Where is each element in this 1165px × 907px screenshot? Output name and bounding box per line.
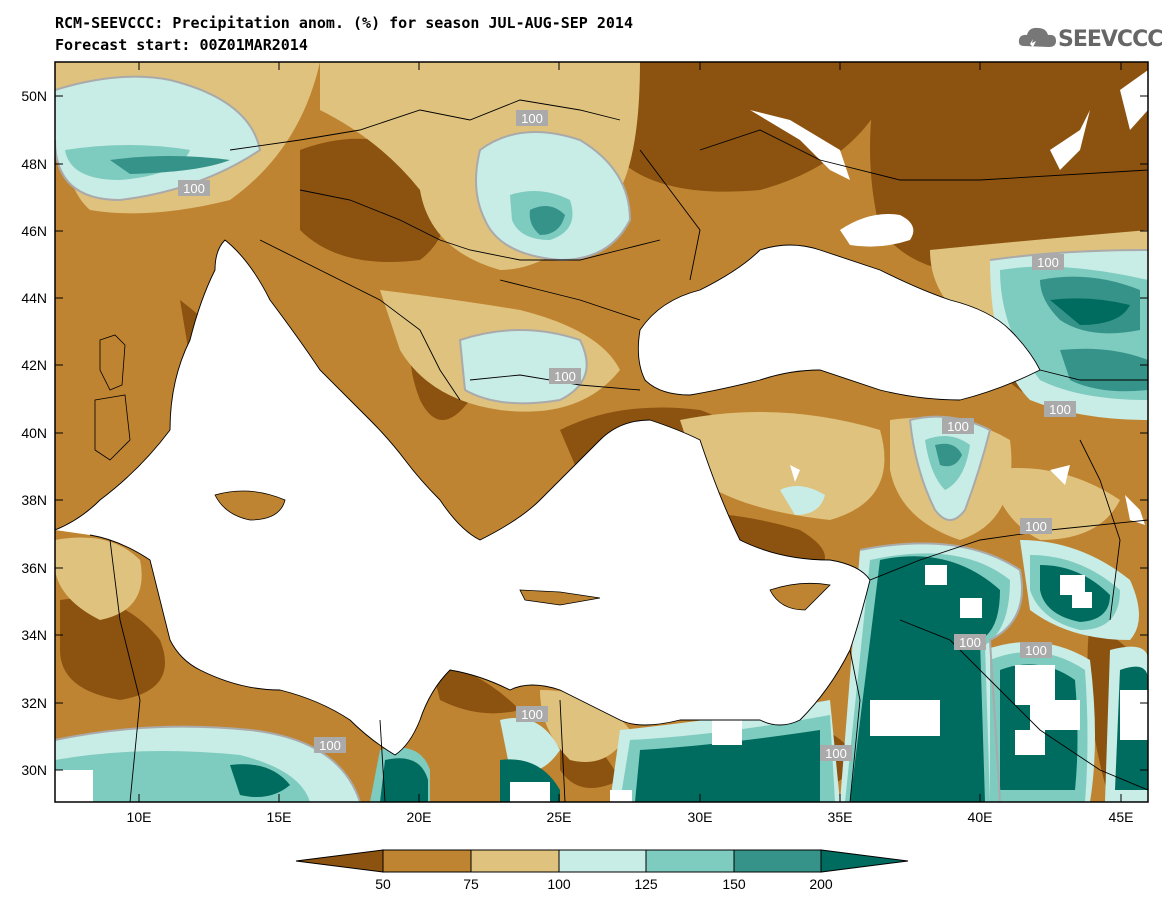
colorbar-label: 150 bbox=[722, 876, 746, 892]
contour-label: 100 bbox=[521, 111, 543, 126]
lat-label: 32N bbox=[21, 695, 47, 711]
longitude-axis bbox=[138, 62, 1122, 802]
lat-label: 38N bbox=[21, 492, 47, 508]
colorbar bbox=[295, 849, 909, 873]
lat-label: 48N bbox=[21, 156, 47, 172]
contour-label: 100 bbox=[1049, 402, 1071, 417]
contour-label: 100 bbox=[521, 707, 543, 722]
lat-label: 36N bbox=[21, 560, 47, 576]
cloud-icon bbox=[1018, 27, 1056, 47]
lon-label: 25E bbox=[547, 809, 572, 825]
contour-label: 100 bbox=[1025, 519, 1047, 534]
colorbar-segment bbox=[470, 849, 560, 873]
sea-mask bbox=[55, 70, 1148, 802]
colorbar-label: 100 bbox=[547, 876, 571, 892]
colorbar-segment bbox=[645, 849, 735, 873]
lon-label: 30E bbox=[688, 809, 713, 825]
contour-label: 100 bbox=[1025, 643, 1047, 658]
lat-label: 40N bbox=[21, 425, 47, 441]
colorbar-label: 125 bbox=[634, 876, 658, 892]
colorbar-segment bbox=[733, 849, 822, 873]
colorbar-labels: 50 75 100 125 150 200 bbox=[375, 876, 833, 892]
contour-label: 100 bbox=[825, 746, 847, 761]
lat-label: 34N bbox=[21, 627, 47, 643]
seevccc-logo: SEEVCCC bbox=[1058, 27, 1163, 52]
lon-label: 15E bbox=[267, 809, 292, 825]
lat-label: 30N bbox=[21, 762, 47, 778]
borders bbox=[55, 99, 1148, 802]
contour-label: 100 bbox=[554, 369, 576, 384]
map-frame bbox=[54, 61, 1149, 803]
lon-label: 10E bbox=[127, 809, 152, 825]
contour-label: 100 bbox=[183, 181, 205, 196]
colorbar-segment bbox=[295, 849, 384, 873]
lat-label: 42N bbox=[21, 357, 47, 373]
colorbar-label: 50 bbox=[375, 876, 391, 892]
contour-label: 100 bbox=[319, 738, 341, 753]
contour-label: 100 bbox=[947, 419, 969, 434]
contour-label: 100 bbox=[959, 635, 981, 650]
latitude-axis bbox=[55, 95, 1148, 771]
islands bbox=[94, 334, 831, 611]
lon-label: 35E bbox=[828, 809, 853, 825]
lat-label: 50N bbox=[21, 88, 47, 104]
lon-label: 45E bbox=[1109, 809, 1134, 825]
colorbar-segment bbox=[820, 849, 909, 873]
lat-label: 46N bbox=[21, 223, 47, 239]
contour-label: 100 bbox=[1037, 255, 1059, 270]
contour-lines bbox=[55, 75, 1148, 802]
longitude-labels: 10E 15E 20E 25E 30E 35E 40E 45E bbox=[127, 809, 1134, 825]
forecast-start-label: Forecast start: 00Z01MAR2014 bbox=[55, 36, 308, 54]
lon-label: 20E bbox=[407, 809, 432, 825]
chart-title: RCM-SEEVCCC: Precipitation anom. (%) for… bbox=[55, 14, 633, 32]
lon-label: 40E bbox=[968, 809, 993, 825]
latitude-labels: 50N 48N 46N 44N 42N 40N 38N 36N 34N 32N … bbox=[21, 88, 47, 778]
colorbar-segment bbox=[382, 849, 472, 873]
colorbar-label: 75 bbox=[463, 876, 479, 892]
lat-label: 44N bbox=[21, 290, 47, 306]
contour-labels: 100 100 100 100 100 100 100 100 100 100 … bbox=[178, 110, 1076, 761]
colorbar-segment bbox=[558, 849, 647, 873]
colorbar-label: 200 bbox=[809, 876, 833, 892]
